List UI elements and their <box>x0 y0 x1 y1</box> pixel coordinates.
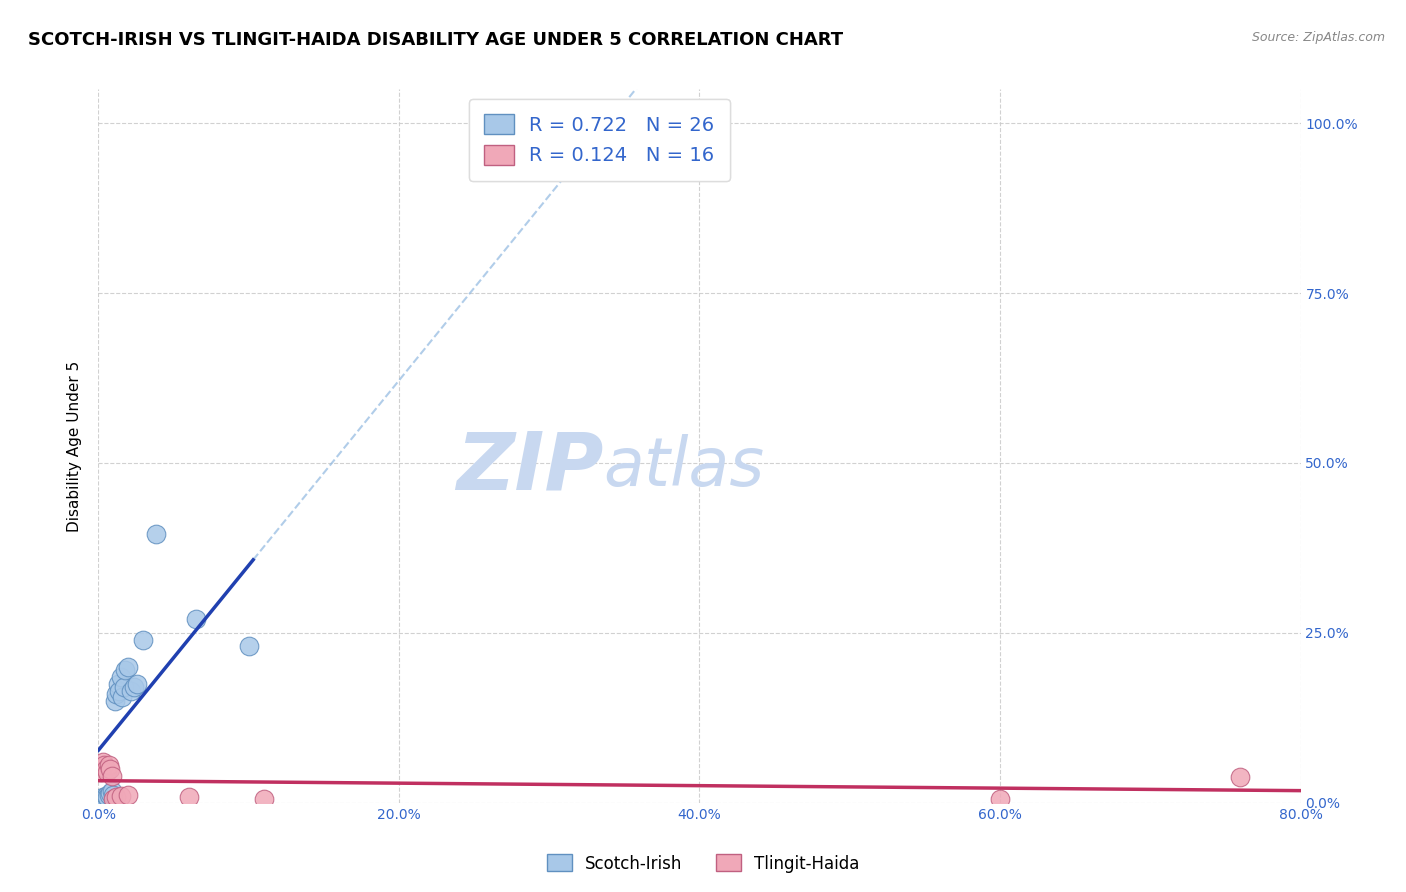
Point <box>117 788 139 802</box>
Point <box>103 788 125 802</box>
Point <box>145 527 167 541</box>
Point <box>108 683 131 698</box>
Point <box>114 663 136 677</box>
Point <box>105 687 128 701</box>
Point <box>90 792 112 806</box>
Point <box>93 758 115 772</box>
Text: SCOTCH-IRISH VS TLINGIT-HAIDA DISABILITY AGE UNDER 5 CORRELATION CHART: SCOTCH-IRISH VS TLINGIT-HAIDA DISABILITY… <box>28 31 844 49</box>
Point <box>177 790 200 805</box>
Point <box>94 762 117 776</box>
Point <box>591 133 613 147</box>
Point <box>103 792 125 806</box>
Point <box>104 694 127 708</box>
Text: Source: ZipAtlas.com: Source: ZipAtlas.com <box>1251 31 1385 45</box>
Point <box>105 790 128 805</box>
Point <box>91 790 114 805</box>
Point <box>97 758 120 772</box>
Point <box>110 670 132 684</box>
Point <box>100 762 122 776</box>
Point <box>100 786 122 800</box>
Point <box>124 680 146 694</box>
Point <box>1229 770 1251 784</box>
Point <box>93 791 115 805</box>
Point <box>94 789 117 803</box>
Text: atlas: atlas <box>603 434 765 500</box>
Point <box>117 660 139 674</box>
Point <box>101 769 124 783</box>
Text: ZIP: ZIP <box>456 428 603 507</box>
Point <box>184 612 207 626</box>
Point <box>988 792 1011 806</box>
Point <box>127 677 149 691</box>
Point <box>121 683 143 698</box>
Point <box>96 790 118 805</box>
Y-axis label: Disability Age Under 5: Disability Age Under 5 <box>67 360 83 532</box>
Point <box>112 680 135 694</box>
Point <box>253 792 276 806</box>
Legend: R = 0.722   N = 26, R = 0.124   N = 16: R = 0.722 N = 26, R = 0.124 N = 16 <box>468 99 730 181</box>
Point <box>101 783 124 797</box>
Point <box>91 755 114 769</box>
Point <box>90 765 112 780</box>
Legend: Scotch-Irish, Tlingit-Haida: Scotch-Irish, Tlingit-Haida <box>540 847 866 880</box>
Point <box>97 788 120 802</box>
Point <box>111 690 134 705</box>
Point <box>107 677 129 691</box>
Point <box>238 640 260 654</box>
Point <box>110 789 132 803</box>
Point <box>132 632 155 647</box>
Point <box>96 765 118 780</box>
